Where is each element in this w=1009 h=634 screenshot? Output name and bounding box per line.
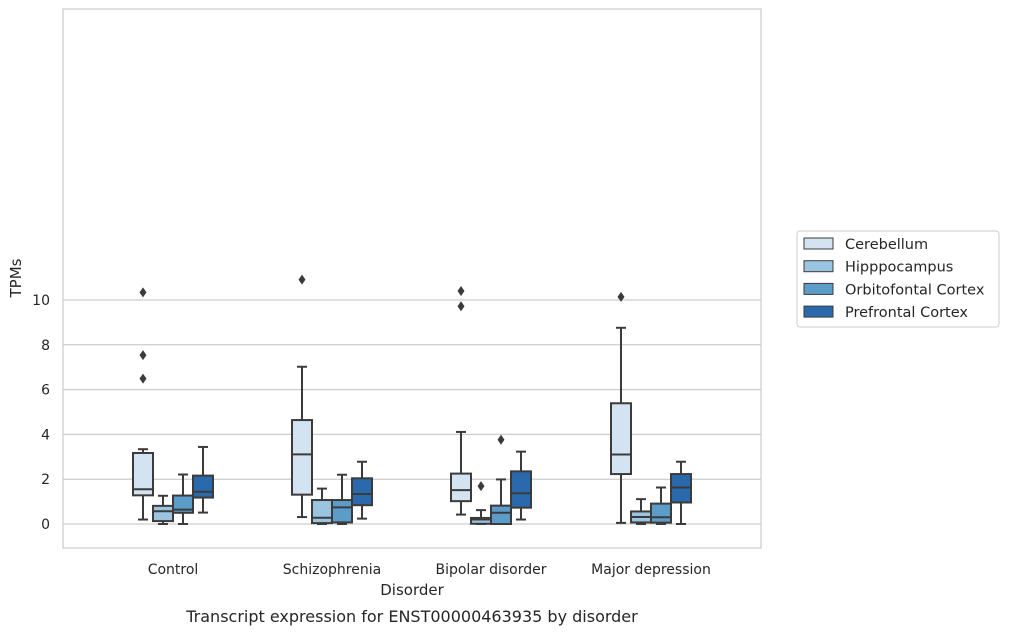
x-tick-labels: Control Schizophrenia Bipolar disorder Majo…: [148, 562, 711, 578]
box-body: [311, 499, 333, 525]
y-tick-label: 4: [41, 427, 50, 443]
box-group: [192, 445, 214, 514]
outlier-point: [457, 301, 465, 312]
y-axis-label: TPMs: [7, 258, 25, 298]
x-tick-label: Control: [148, 562, 199, 578]
x-tick-label: Major depression: [591, 562, 711, 578]
box-group: [172, 473, 194, 525]
box-body: [192, 474, 214, 499]
box-group: [630, 498, 652, 525]
box-group: [650, 486, 672, 525]
y-tick-label: 2: [41, 472, 50, 488]
box-body: [490, 504, 512, 525]
legend-label: Cerebellum: [845, 237, 928, 253]
box-layer: [132, 274, 692, 525]
box-group: [450, 286, 472, 516]
box-group: [610, 291, 632, 524]
box-body: [331, 499, 353, 524]
outlier-point: [139, 373, 147, 384]
box-body: [152, 504, 174, 523]
outlier-point: [617, 291, 625, 302]
plot-frame: [62, 8, 762, 549]
box-group: [132, 287, 154, 521]
y-tick-labels: 0 2 4 6 8 10: [32, 293, 50, 533]
box-group: [331, 473, 353, 525]
legend-swatch: [803, 282, 834, 295]
box-group: [670, 460, 692, 525]
plot-background: [63, 9, 761, 548]
legend-label: Hipppocampus: [845, 260, 953, 276]
box-group: [311, 487, 333, 525]
legend-frame: [796, 230, 1000, 328]
legend-label: Prefrontal Cortex: [845, 305, 968, 321]
outlier-point: [457, 286, 465, 297]
box-body: [291, 419, 313, 496]
x-tick-label: Schizophrenia: [283, 562, 381, 578]
y-tick-label: 0: [41, 517, 50, 533]
legend: Cerebellum Hipppocampus Orbitofontal Corte…: [796, 230, 1000, 328]
box-group: [490, 434, 512, 525]
box-body: [172, 494, 194, 514]
legend-label: Orbitofontal Cortex: [845, 282, 985, 298]
legend-swatch: [803, 305, 834, 318]
outlier-point: [298, 274, 306, 285]
box-body: [650, 502, 672, 524]
box-group: [351, 460, 373, 520]
y-tick-label: 10: [32, 293, 50, 309]
x-axis-label: Disorder: [380, 581, 444, 599]
box-body: [351, 477, 373, 507]
y-tick-label: 8: [41, 338, 50, 354]
legend-swatch: [803, 237, 834, 250]
box-body: [450, 472, 472, 503]
box-body: [610, 402, 632, 476]
chart-caption: Transcript expression for ENST0000046393…: [185, 607, 638, 626]
legend-swatch: [803, 260, 834, 273]
outlier-point: [497, 434, 505, 445]
x-tick-label: Bipolar disorder: [435, 562, 546, 578]
y-tick-label: 6: [41, 383, 50, 399]
outlier-point: [139, 350, 147, 361]
box-group: [510, 450, 532, 521]
box-body: [510, 470, 532, 509]
box-body: [132, 451, 154, 497]
box-group: [291, 274, 313, 519]
outlier-point: [477, 481, 485, 492]
outlier-point: [139, 287, 147, 298]
